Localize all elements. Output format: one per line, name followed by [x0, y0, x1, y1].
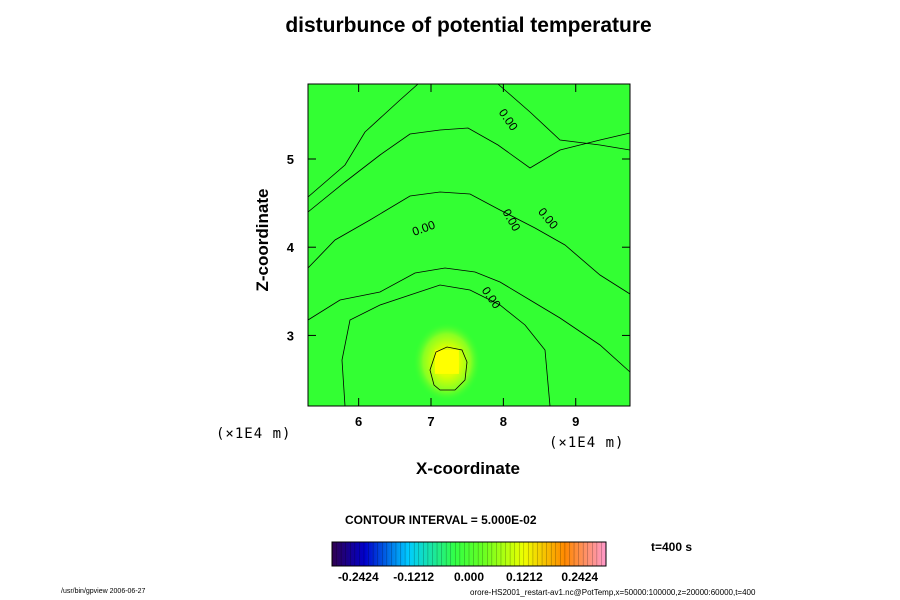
y-tick-label: 4	[287, 240, 295, 255]
colorbar: -0.2424 -0.1212 0.000 0.1212 0.2424	[331, 541, 607, 584]
x-axis-label: X-coordinate	[416, 459, 520, 478]
anomaly-peak	[434, 349, 459, 374]
contour-line	[307, 191, 631, 295]
colorbar-tick-label: 0.1212	[506, 570, 543, 584]
colorbar-tick-label: 0.000	[454, 570, 484, 584]
contour-line	[307, 127, 631, 213]
contour-line	[307, 83, 419, 198]
time-label: t=400 s	[651, 540, 693, 554]
axes: 6 7 8 9 3 4 5	[287, 83, 631, 429]
contour-line	[429, 346, 468, 391]
contour-interval-text: CONTOUR INTERVAL = 5.000E-02	[345, 513, 537, 527]
x-unit-label: (×1E4 m)	[549, 435, 625, 451]
contour-line	[307, 267, 631, 373]
plot-frame	[307, 83, 631, 407]
x-tick-label: 8	[500, 414, 507, 429]
x-tick-label: 9	[572, 414, 579, 429]
colorbar-tick-label: 0.2424	[561, 570, 598, 584]
colorbar-tick-label: -0.2424	[338, 570, 379, 584]
contour-lines	[307, 83, 631, 407]
x-tick-label: 6	[355, 414, 362, 429]
contour-line	[341, 284, 551, 407]
y-tick-label: 5	[287, 152, 294, 167]
contour-line	[497, 83, 631, 151]
chart-title: disturbunce of potential temperature	[285, 14, 652, 37]
plot-area	[308, 84, 630, 406]
colorbar-tick-label: -0.1212	[393, 570, 434, 584]
footer-command: /usr/bin/gpview 2006-06-27	[61, 588, 146, 595]
x-tick-label: 7	[427, 414, 434, 429]
footer-source: orore-HS2001_restart-av1.nc@PotTemp,x=50…	[470, 588, 756, 597]
y-axis-label: Z-coordinate	[253, 188, 272, 292]
y-unit-label: (×1E4 m)	[216, 426, 292, 442]
y-tick-label: 3	[287, 328, 294, 343]
